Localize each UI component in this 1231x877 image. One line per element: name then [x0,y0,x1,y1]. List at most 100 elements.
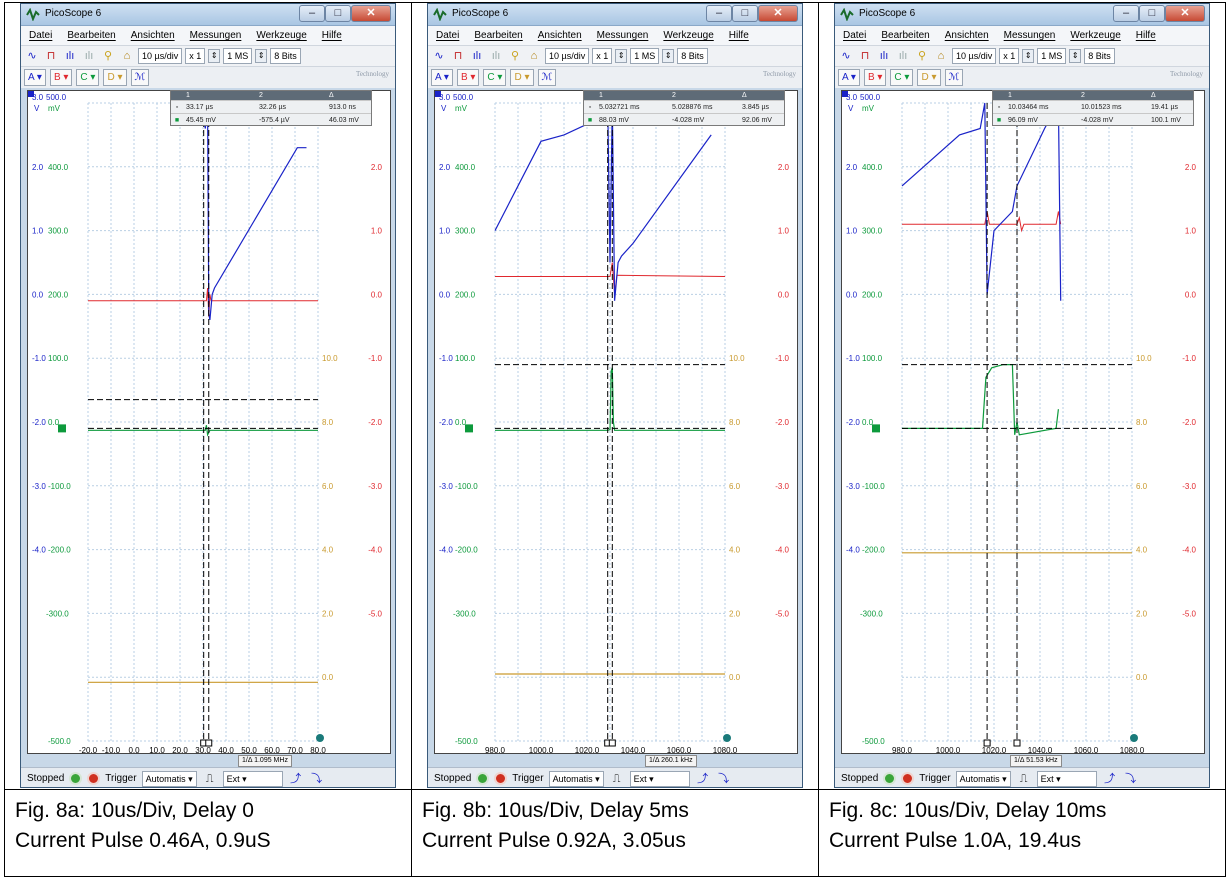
trigger-mode-select[interactable]: Automatis ▾ [548,770,604,787]
channel-a-offset-handle[interactable] [435,91,441,97]
sample-count-field[interactable]: 1 MS [223,48,253,64]
maximize-button[interactable]: □ [732,5,758,22]
resolution-field[interactable]: 8 Bits [1084,48,1115,64]
channel-c-button[interactable]: C ▾ [76,69,100,86]
channel-b-button[interactable]: B ▾ [863,69,887,86]
ruler-handle[interactable] [1013,739,1021,747]
channel-d-button[interactable]: D ▾ [917,69,941,86]
ruler-legend[interactable]: 1 2 Δ ▫ 33.17 µs 32.26 µs 913.0 ns ■ 45.45 mV -57… [170,90,372,126]
math-channel-icon[interactable]: ℳ [944,69,964,86]
serial-decode-icon[interactable]: ılı [491,50,501,62]
falling-edge-icon[interactable]: ⤵ [311,772,323,785]
zoom-multiplier-field[interactable]: x 1 [185,48,206,64]
spin-icon[interactable]: ⇕ [208,49,221,63]
math-channel-icon[interactable]: ℳ [130,69,150,86]
menu-ansichten[interactable]: Ansichten [130,30,175,41]
spin-icon[interactable]: ⇕ [662,49,675,63]
close-button[interactable]: ✕ [758,5,798,22]
spin-icon[interactable]: ⇕ [1022,49,1035,63]
menu-werkzeuge[interactable]: Werkzeuge [256,30,307,41]
zoom-multiplier-field[interactable]: x 1 [999,48,1020,64]
menu-bearbeiten[interactable]: Bearbeiten [881,30,930,41]
trigger-source-select[interactable]: Ext ▾ [1036,770,1097,787]
menu-werkzeuge[interactable]: Werkzeuge [663,30,714,41]
start-button[interactable] [476,772,490,785]
trigger-mode-select[interactable]: Automatis ▾ [141,770,197,787]
spectrum-mode-icon[interactable]: ılı [879,50,889,62]
start-button[interactable] [69,772,83,785]
channel-a-offset-handle[interactable] [28,91,34,97]
channel-c-offset-handle[interactable] [465,424,473,433]
probe-icon[interactable]: ⚲ [510,50,520,62]
menu-messungen[interactable]: Messungen [189,30,242,41]
channel-a-button[interactable]: A ▾ [838,69,860,86]
stop-button[interactable] [494,772,508,785]
rising-edge-icon[interactable]: ⤴ [1104,772,1116,785]
spectrum-mode-icon[interactable]: ılı [472,50,482,62]
menu-hilfe[interactable]: Hilfe [728,30,749,41]
menu-messungen[interactable]: Messungen [1003,30,1056,41]
ruler-legend[interactable]: 1 2 Δ ▫ 10.03464 ms 10.01523 ms 19.41 µs ■ 96.09… [992,90,1194,126]
menu-bearbeiten[interactable]: Bearbeiten [67,30,116,41]
channel-c-button[interactable]: C ▾ [483,69,507,86]
math-channel-icon[interactable]: ℳ [537,69,557,86]
menu-ansichten[interactable]: Ansichten [944,30,989,41]
probe-icon[interactable]: ⚲ [917,50,927,62]
minimize-button[interactable]: – [299,5,325,22]
maximize-button[interactable]: □ [1139,5,1165,22]
menu-ansichten[interactable]: Ansichten [537,30,582,41]
timebase-select[interactable]: 10 µs/div [138,48,183,64]
rising-edge-icon[interactable]: ⤴ [290,772,302,785]
channel-a-button[interactable]: A ▾ [431,69,453,86]
spin-icon[interactable]: ⇕ [1069,49,1082,63]
scope-mode-icon[interactable]: ∿ [841,50,851,62]
minimize-button[interactable]: – [706,5,732,22]
title-bar[interactable]: PicoScope 6 – □ ✕ [21,4,395,26]
persistence-mode-icon[interactable]: ⊓ [453,50,463,62]
scope-mode-icon[interactable]: ∿ [27,50,37,62]
ruler-handle[interactable] [983,739,991,747]
start-button[interactable] [883,772,897,785]
resolution-field[interactable]: 8 Bits [270,48,301,64]
maximize-button[interactable]: □ [325,5,351,22]
resolution-field[interactable]: 8 Bits [677,48,708,64]
trigger-edge-icon[interactable]: ⎍ [1019,772,1028,785]
channel-d-offset-handle[interactable] [1130,734,1138,742]
trigger-source-select[interactable]: Ext ▾ [222,770,283,787]
channel-a-button[interactable]: A ▾ [24,69,46,86]
persistence-mode-icon[interactable]: ⊓ [860,50,870,62]
menu-hilfe[interactable]: Hilfe [321,30,342,41]
close-button[interactable]: ✕ [1165,5,1205,22]
trigger-edge-icon[interactable]: ⎍ [205,772,214,785]
menu-messungen[interactable]: Messungen [596,30,649,41]
home-icon[interactable]: ⌂ [530,50,538,62]
scope-mode-icon[interactable]: ∿ [434,50,444,62]
channel-d-offset-handle[interactable] [316,734,324,742]
probe-icon[interactable]: ⚲ [103,50,113,62]
ruler-legend[interactable]: 1 2 Δ ▫ 5.032721 ms 5.028876 ms 3.845 µs ■ 88.03… [583,90,785,126]
channel-c-button[interactable]: C ▾ [890,69,914,86]
spectrum-mode-icon[interactable]: ılı [65,50,75,62]
falling-edge-icon[interactable]: ⤵ [1125,772,1137,785]
zoom-multiplier-field[interactable]: x 1 [592,48,613,64]
channel-d-offset-handle[interactable] [723,734,731,742]
minimize-button[interactable]: – [1113,5,1139,22]
channel-d-button[interactable]: D ▾ [510,69,534,86]
title-bar[interactable]: PicoScope 6 – □ ✕ [428,4,802,26]
menu-werkzeuge[interactable]: Werkzeuge [1070,30,1121,41]
sample-count-field[interactable]: 1 MS [1037,48,1067,64]
channel-c-offset-handle[interactable] [872,424,880,433]
persistence-mode-icon[interactable]: ⊓ [46,50,56,62]
channel-a-offset-handle[interactable] [842,91,848,97]
trigger-source-select[interactable]: Ext ▾ [629,770,690,787]
channel-b-button[interactable]: B ▾ [456,69,480,86]
menu-hilfe[interactable]: Hilfe [1135,30,1156,41]
menu-datei[interactable]: Datei [436,30,460,41]
trigger-mode-select[interactable]: Automatis ▾ [955,770,1011,787]
home-icon[interactable]: ⌂ [937,50,945,62]
stop-button[interactable] [87,772,101,785]
stop-button[interactable] [901,772,915,785]
